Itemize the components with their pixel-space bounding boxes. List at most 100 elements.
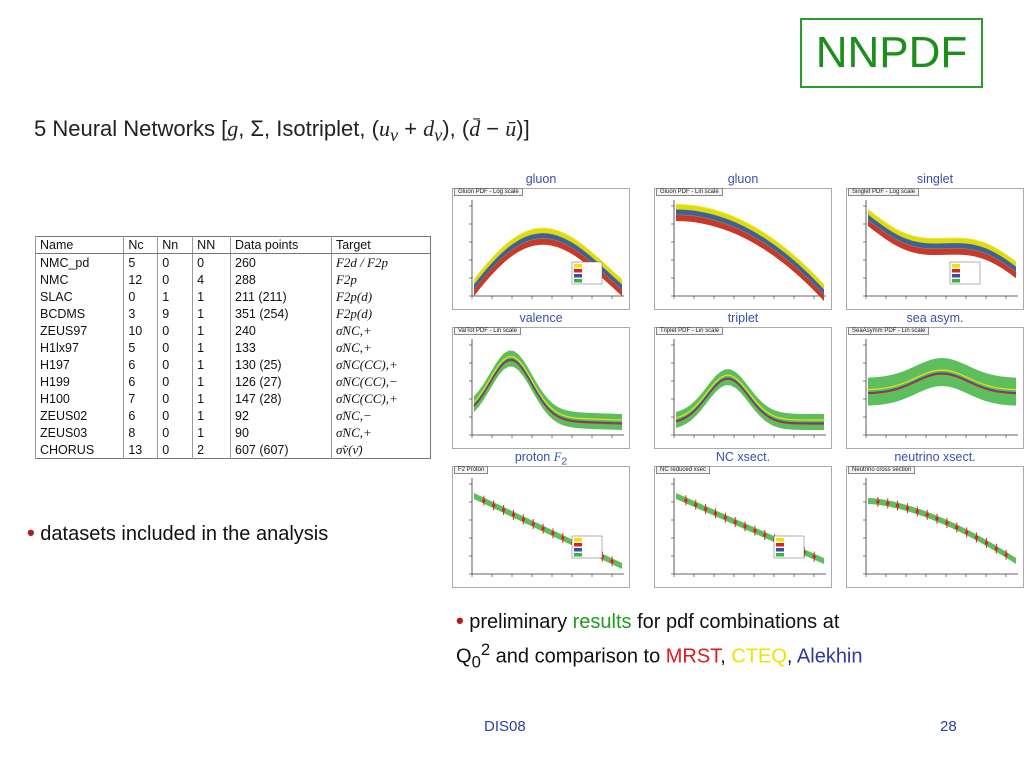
data-point bbox=[886, 501, 890, 505]
bullet2-results: results bbox=[572, 611, 632, 633]
data-point bbox=[743, 524, 747, 528]
slide-title: 5 Neural Networks [g, Σ, Isotriplet, (uv… bbox=[34, 116, 530, 146]
data-point bbox=[541, 527, 545, 531]
table-row: NMC 12 0 4 288 F2p bbox=[34, 271, 431, 288]
data-point bbox=[684, 498, 688, 502]
panel-tag: SeaAsymm PDF - Lin scale bbox=[848, 327, 930, 335]
legend-swatch bbox=[574, 269, 582, 273]
cell-name: H1lx97 bbox=[34, 339, 124, 356]
cell-nn: 0 bbox=[157, 322, 193, 339]
cell-name: NMC_pd bbox=[34, 253, 124, 271]
data-point bbox=[733, 520, 737, 524]
data-point bbox=[935, 517, 939, 521]
data-point bbox=[975, 536, 979, 540]
title-ubar: ū bbox=[505, 116, 517, 141]
cell-nc: 6 bbox=[123, 373, 158, 390]
cell-nn: 1 bbox=[157, 288, 193, 305]
panel-title-text: gluon bbox=[525, 172, 557, 186]
panel-title: triplet bbox=[654, 311, 832, 325]
pdf-panel: triplet Triplet PDF - Lin scale bbox=[654, 311, 832, 449]
alekhin-line bbox=[675, 377, 825, 424]
panel-tag: Singlet PDF - Log scale bbox=[848, 188, 920, 196]
header-nn: Nn bbox=[157, 236, 193, 254]
table-row: H1lx97 5 0 1 133 σ̃NC,+ bbox=[34, 339, 431, 356]
cell-name: H197 bbox=[34, 356, 124, 373]
cell-points: 351 (254) bbox=[230, 305, 332, 322]
data-point bbox=[551, 531, 555, 535]
cell-nn: 0 bbox=[157, 390, 193, 407]
cell-nn: 0 bbox=[157, 407, 193, 424]
cell-points: 130 (25) bbox=[230, 356, 332, 373]
title-prefix: 5 Neural Networks [ bbox=[34, 116, 228, 141]
cell-points: 126 (27) bbox=[230, 373, 332, 390]
cell-nN: 1 bbox=[192, 373, 231, 390]
cell-nc: 0 bbox=[123, 288, 158, 305]
datasets-table: Name Nc Nn NN Data points Target NMC_pd 5… bbox=[34, 236, 431, 459]
pdf-panel: neutrino xsect. Neutrino cross section bbox=[846, 450, 1024, 588]
bullet-dot-icon: • bbox=[27, 520, 35, 545]
cell-name: ZEUS02 bbox=[34, 407, 124, 424]
cell-nc: 13 bbox=[123, 441, 158, 459]
plot-frame bbox=[452, 188, 630, 310]
panel-title: neutrino xsect. bbox=[846, 450, 1024, 464]
bullet2-comma1: , bbox=[720, 645, 732, 668]
data-point bbox=[704, 507, 708, 511]
panel-title-var: F bbox=[553, 450, 562, 464]
alekhin-line bbox=[867, 372, 1017, 394]
cell-nn: 9 bbox=[157, 305, 193, 322]
data-point bbox=[531, 522, 535, 526]
nnpdf-logo: NNPDF bbox=[815, 28, 968, 77]
header-target: Target bbox=[330, 236, 431, 254]
table-row: SLAC 0 1 1 211 (211) F2p(d) bbox=[34, 288, 431, 305]
legend-swatch bbox=[952, 274, 960, 278]
data-point bbox=[876, 500, 880, 504]
bullet2-a: preliminary bbox=[469, 611, 573, 633]
pdf-plot bbox=[452, 327, 630, 449]
cteq-band bbox=[474, 227, 622, 285]
header-nN: NN bbox=[192, 236, 231, 254]
pdf-panel: singlet Singlet PDF - Log scale bbox=[846, 172, 1024, 310]
data-point bbox=[600, 555, 604, 559]
pdf-panel: valence ValTot PDF - Lin scale bbox=[452, 311, 630, 449]
data-point bbox=[896, 504, 900, 508]
cell-nN: 1 bbox=[192, 322, 231, 339]
cell-points: 240 bbox=[230, 322, 332, 339]
cell-nc: 8 bbox=[123, 424, 158, 441]
table-row: ZEUS03 8 0 1 90 σ̃NC,+ bbox=[34, 424, 431, 441]
mrst-band bbox=[868, 220, 1016, 279]
data-point bbox=[915, 509, 919, 513]
plot-frame bbox=[452, 327, 630, 449]
nnpdf-band bbox=[868, 498, 1016, 564]
data-point bbox=[905, 506, 909, 510]
bullet2-q-sup: 2 bbox=[480, 640, 491, 659]
panel-tag: Triplet PDF - Lin scale bbox=[656, 327, 724, 335]
mrst-line bbox=[675, 378, 825, 425]
panel-tag: Neutrino cross section bbox=[848, 466, 916, 474]
table-row: H197 6 0 1 130 (25) σ̃NC(CC),+ bbox=[34, 356, 431, 373]
cell-target: σ̃NC,+ bbox=[330, 424, 431, 441]
pdf-plot bbox=[452, 466, 630, 588]
legend-swatch bbox=[574, 264, 582, 268]
header-name: Name bbox=[34, 236, 124, 254]
pdf-plot bbox=[846, 466, 1024, 588]
bullet2-alekhin: Alekhin bbox=[796, 645, 863, 668]
legend-swatch bbox=[574, 553, 582, 557]
data-point bbox=[482, 499, 486, 503]
panel-title-text: gluon bbox=[727, 172, 759, 186]
cell-points: 260 bbox=[230, 253, 332, 271]
legend-swatch bbox=[952, 269, 960, 273]
cell-nn: 0 bbox=[157, 441, 193, 459]
cell-nN: 1 bbox=[192, 390, 231, 407]
legend-swatch bbox=[952, 264, 960, 268]
table-row: NMC_pd 5 0 0 260 F2d / F2p bbox=[34, 253, 431, 271]
bullet2-comma2: , bbox=[786, 645, 797, 668]
cteq-line bbox=[867, 369, 1017, 391]
data-point bbox=[984, 541, 988, 545]
data-point bbox=[802, 550, 806, 554]
cteq-band bbox=[868, 209, 1016, 268]
legend-swatch bbox=[776, 553, 784, 557]
legend-swatch bbox=[776, 538, 784, 542]
bullet-dot-icon: • bbox=[456, 608, 464, 633]
cteq-line bbox=[675, 374, 825, 421]
cell-name: H199 bbox=[34, 373, 124, 390]
